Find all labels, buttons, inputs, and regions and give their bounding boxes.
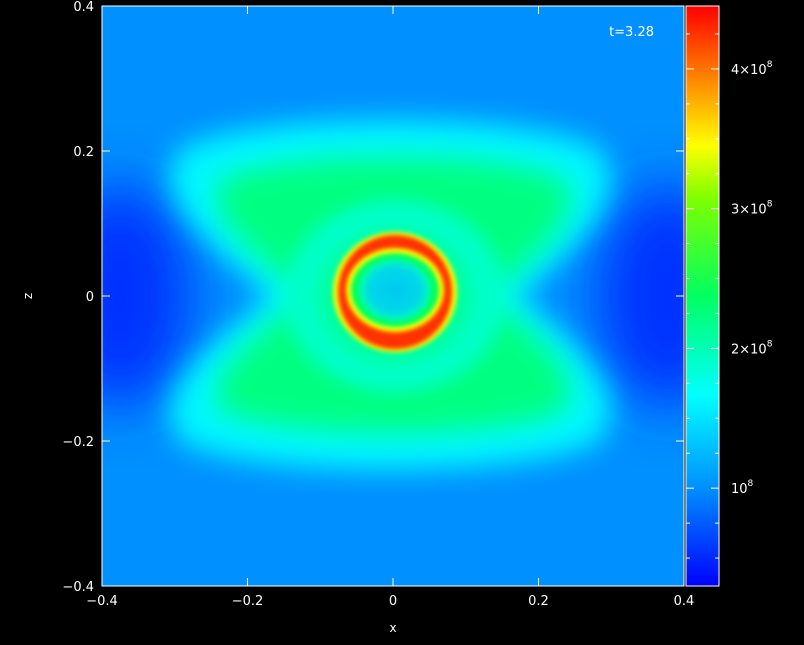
colorbar-tick-label: 4×108: [731, 60, 773, 78]
colorbar-tick-label: 3×108: [731, 200, 773, 218]
heatmap-field: [102, 6, 684, 586]
x-axis: −0.4 −0.2 0 0.2 0.4: [86, 6, 694, 609]
colorbar-tick-label: 2×108: [731, 339, 773, 357]
y-tick-label: 0: [86, 290, 94, 305]
x-tick-label: 0: [389, 594, 397, 609]
colorbar-tick-label: 108: [731, 479, 754, 497]
x-tick-label: −0.2: [232, 594, 264, 609]
colorbar: [685, 5, 720, 587]
y-tick-label: −0.4: [62, 580, 94, 595]
y-axis-label: z: [21, 293, 35, 299]
x-tick-label: 0.2: [528, 594, 549, 609]
time-annotation: t=3.28: [609, 25, 654, 40]
x-tick-label: −0.4: [86, 594, 118, 609]
x-axis-label: x: [389, 621, 396, 635]
y-tick-label: 0.2: [73, 145, 94, 160]
y-axis: −0.4 −0.2 0 0.2 0.4: [62, 0, 684, 595]
y-tick-label: −0.2: [62, 435, 94, 450]
x-tick-label: 0.4: [674, 594, 695, 609]
y-tick-label: 0.4: [73, 0, 94, 15]
colorbar-axis: 108 2×108 3×108 4×108: [686, 33, 773, 559]
